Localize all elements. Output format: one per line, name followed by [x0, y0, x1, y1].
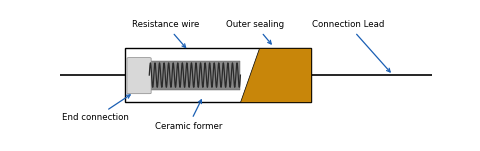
Text: Outer sealing: Outer sealing — [226, 20, 284, 44]
Text: Ceramic former: Ceramic former — [155, 100, 222, 131]
Text: Resistance wire: Resistance wire — [132, 20, 200, 48]
FancyBboxPatch shape — [127, 58, 151, 94]
Polygon shape — [240, 48, 311, 102]
Text: End connection: End connection — [62, 95, 130, 122]
Bar — [125, 48, 311, 102]
Bar — [149, 61, 240, 90]
Text: Connection Lead: Connection Lead — [312, 20, 390, 72]
